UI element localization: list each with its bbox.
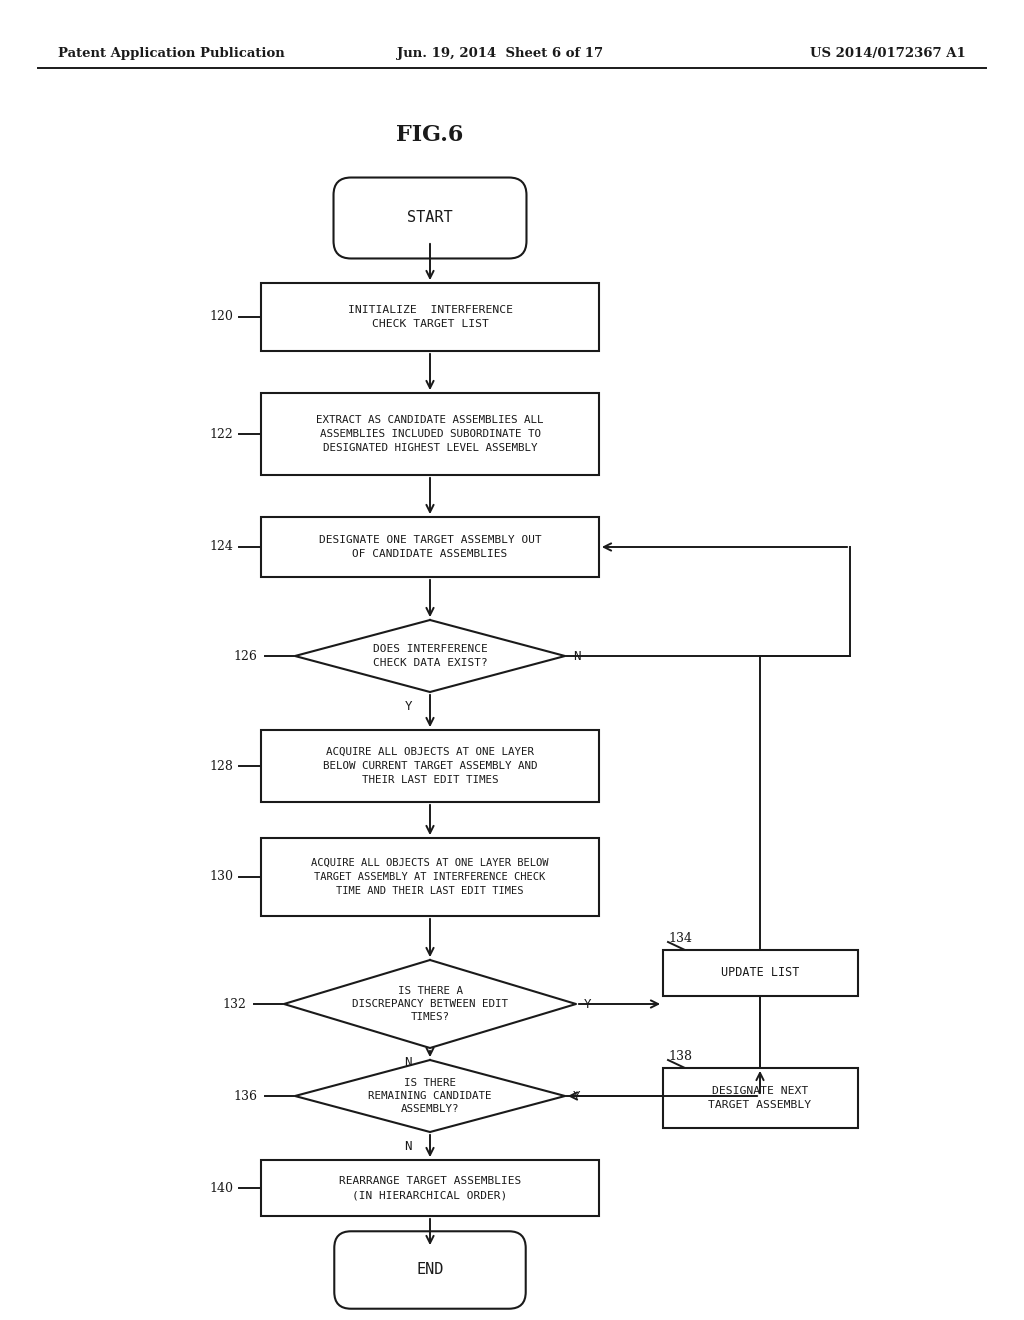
Bar bbox=[261, 517, 599, 577]
Text: Y: Y bbox=[584, 998, 592, 1011]
Text: US 2014/0172367 A1: US 2014/0172367 A1 bbox=[810, 48, 966, 61]
Text: INITIALIZE  INTERFERENCE
CHECK TARGET LIST: INITIALIZE INTERFERENCE CHECK TARGET LIS… bbox=[347, 305, 512, 329]
Text: ACQUIRE ALL OBJECTS AT ONE LAYER
BELOW CURRENT TARGET ASSEMBLY AND
THEIR LAST ED: ACQUIRE ALL OBJECTS AT ONE LAYER BELOW C… bbox=[323, 747, 538, 785]
Bar bbox=[663, 950, 857, 997]
Text: 124: 124 bbox=[209, 540, 233, 553]
Text: 134: 134 bbox=[668, 932, 692, 945]
Text: 122: 122 bbox=[209, 428, 233, 441]
Text: N: N bbox=[404, 1056, 412, 1069]
Polygon shape bbox=[284, 960, 575, 1048]
FancyBboxPatch shape bbox=[334, 177, 526, 259]
Text: DOES INTERFERENCE
CHECK DATA EXIST?: DOES INTERFERENCE CHECK DATA EXIST? bbox=[373, 644, 487, 668]
Text: 136: 136 bbox=[233, 1089, 257, 1102]
Text: EXTRACT AS CANDIDATE ASSEMBLIES ALL
ASSEMBLIES INCLUDED SUBORDINATE TO
DESIGNATE: EXTRACT AS CANDIDATE ASSEMBLIES ALL ASSE… bbox=[316, 414, 544, 453]
Text: Y: Y bbox=[404, 701, 412, 714]
Text: 128: 128 bbox=[209, 759, 233, 772]
Text: START: START bbox=[408, 210, 453, 226]
FancyBboxPatch shape bbox=[334, 1232, 525, 1308]
Polygon shape bbox=[295, 1060, 565, 1133]
Text: DESIGNATE ONE TARGET ASSEMBLY OUT
OF CANDIDATE ASSEMBLIES: DESIGNATE ONE TARGET ASSEMBLY OUT OF CAN… bbox=[318, 535, 542, 558]
Text: IS THERE
REMAINING CANDIDATE
ASSEMBLY?: IS THERE REMAINING CANDIDATE ASSEMBLY? bbox=[369, 1078, 492, 1114]
Text: Jun. 19, 2014  Sheet 6 of 17: Jun. 19, 2014 Sheet 6 of 17 bbox=[397, 48, 603, 61]
Bar bbox=[261, 730, 599, 803]
Text: 132: 132 bbox=[222, 998, 246, 1011]
Text: 120: 120 bbox=[209, 310, 233, 323]
Text: 140: 140 bbox=[209, 1181, 233, 1195]
Bar bbox=[261, 282, 599, 351]
Text: DESIGNATE NEXT
TARGET ASSEMBLY: DESIGNATE NEXT TARGET ASSEMBLY bbox=[709, 1086, 812, 1110]
Text: ACQUIRE ALL OBJECTS AT ONE LAYER BELOW
TARGET ASSEMBLY AT INTERFERENCE CHECK
TIM: ACQUIRE ALL OBJECTS AT ONE LAYER BELOW T… bbox=[311, 858, 549, 896]
Bar bbox=[261, 1160, 599, 1216]
Text: Patent Application Publication: Patent Application Publication bbox=[58, 48, 285, 61]
Text: IS THERE A
DISCREPANCY BETWEEN EDIT
TIMES?: IS THERE A DISCREPANCY BETWEEN EDIT TIME… bbox=[352, 986, 508, 1022]
Bar bbox=[261, 393, 599, 475]
Bar bbox=[261, 838, 599, 916]
Bar bbox=[663, 1068, 857, 1129]
Polygon shape bbox=[295, 620, 565, 692]
Text: 138: 138 bbox=[668, 1049, 692, 1063]
Text: 126: 126 bbox=[233, 649, 257, 663]
Text: UPDATE LIST: UPDATE LIST bbox=[721, 966, 799, 979]
Text: REARRANGE TARGET ASSEMBLIES
(IN HIERARCHICAL ORDER): REARRANGE TARGET ASSEMBLIES (IN HIERARCH… bbox=[339, 1176, 521, 1200]
Text: FIG.6: FIG.6 bbox=[396, 124, 464, 147]
Text: N: N bbox=[404, 1140, 412, 1154]
Text: 130: 130 bbox=[209, 870, 233, 883]
Text: Y: Y bbox=[573, 1089, 581, 1102]
Text: END: END bbox=[417, 1262, 443, 1278]
Text: N: N bbox=[573, 649, 581, 663]
